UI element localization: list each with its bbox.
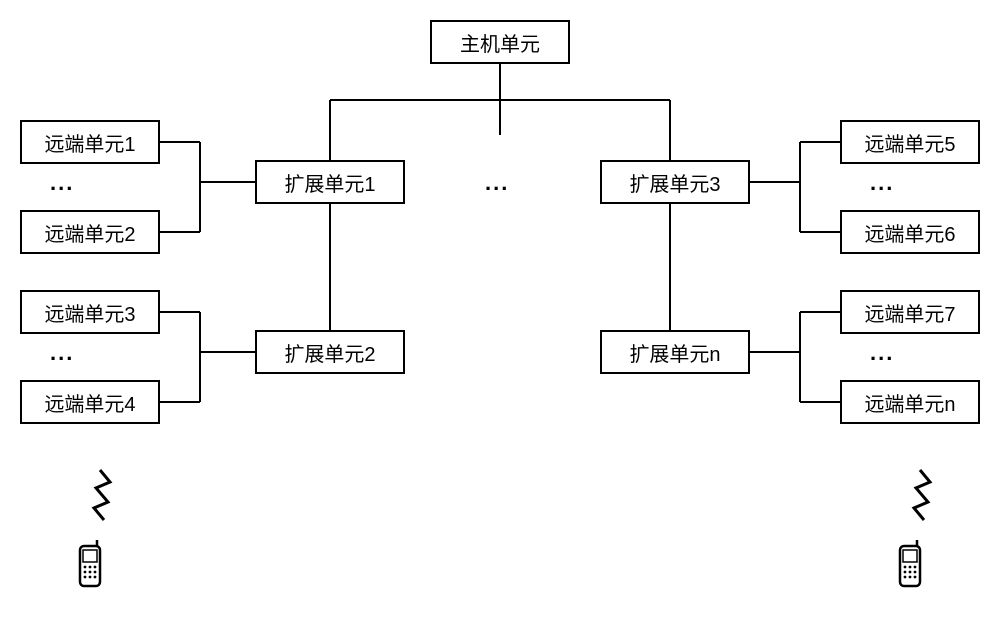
extension-unit-3-box: 扩展单元3 <box>600 160 750 204</box>
ellipsis-right-1: ... <box>870 170 894 196</box>
host-unit-box: 主机单元 <box>430 20 570 64</box>
ellipsis-right-2: ... <box>870 340 894 366</box>
remote-unit-3-box: 远端单元3 <box>20 290 160 334</box>
remote-unit-2-box: 远端单元2 <box>20 210 160 254</box>
extension-unit-1-box: 扩展单元1 <box>255 160 405 204</box>
remote-unit-5-box: 远端单元5 <box>840 120 980 164</box>
phone-right-icon <box>890 540 930 601</box>
extension-unit-n-box: 扩展单元n <box>600 330 750 374</box>
ellipsis-left-1: ... <box>50 170 74 196</box>
remote-unit-7-box: 远端单元7 <box>840 290 980 334</box>
remote-unit-4-box: 远端单元4 <box>20 380 160 424</box>
remote-unit-6-box: 远端单元6 <box>840 210 980 254</box>
ellipsis-center: ... <box>485 170 509 196</box>
remote-unit-n-box: 远端单元n <box>840 380 980 424</box>
remote-unit-1-box: 远端单元1 <box>20 120 160 164</box>
extension-unit-2-box: 扩展单元2 <box>255 330 405 374</box>
ellipsis-left-2: ... <box>50 340 74 366</box>
phone-left-icon <box>70 540 110 601</box>
